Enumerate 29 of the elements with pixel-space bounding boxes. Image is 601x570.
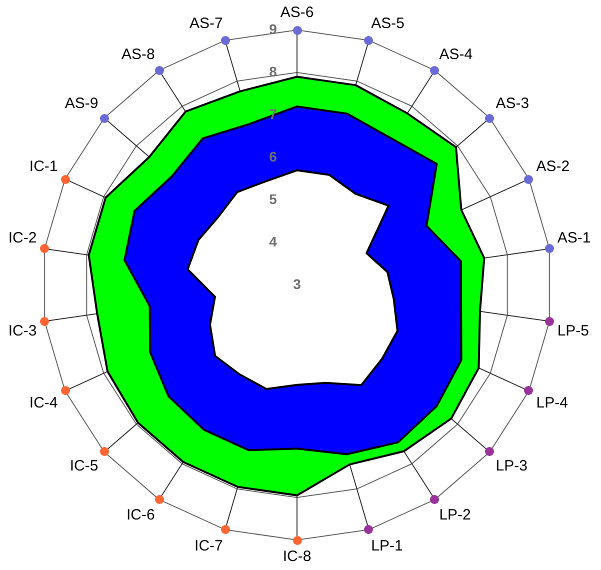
spoke-label: IC-4: [29, 394, 58, 412]
spoke-label: IC-6: [126, 506, 155, 524]
spoke-label: AS-5: [371, 14, 404, 32]
spoke-label: LP-4: [536, 394, 568, 412]
y-tick-label: 7: [269, 106, 278, 122]
spoke-label: IC-8: [282, 548, 312, 566]
spoke-label: LP-2: [439, 506, 471, 524]
spoke-label: AS-4: [439, 46, 473, 63]
y-tick-label: 8: [269, 63, 278, 80]
spoke-label: AS-8: [121, 46, 155, 63]
spoke-label: AS-2: [536, 158, 570, 175]
spoke-label: LP-1: [371, 537, 403, 554]
y-tick-label: 4: [269, 233, 278, 250]
spoke-label: LP-3: [496, 457, 528, 474]
spoke-label: IC-5: [70, 457, 98, 474]
y-tick-label: 6: [269, 148, 278, 164]
y-tick-label: 3: [293, 276, 302, 292]
y-tick-label: 9: [269, 20, 278, 37]
spoke-label: IC-1: [29, 158, 58, 175]
y-tick-label: 5: [269, 190, 278, 207]
spoke-label: IC-2: [8, 230, 37, 247]
spoke-label: IC-7: [194, 537, 223, 554]
spoke-label: AS-3: [496, 94, 530, 112]
spoke-label: IC-3: [8, 322, 37, 340]
spoke-label: LP-5: [557, 322, 590, 340]
spoke-label: AS-1: [557, 230, 591, 247]
spoke-label: AS-9: [64, 94, 98, 112]
spoke-label: AS-6: [280, 4, 314, 22]
spoke-label: AS-7: [190, 14, 223, 32]
